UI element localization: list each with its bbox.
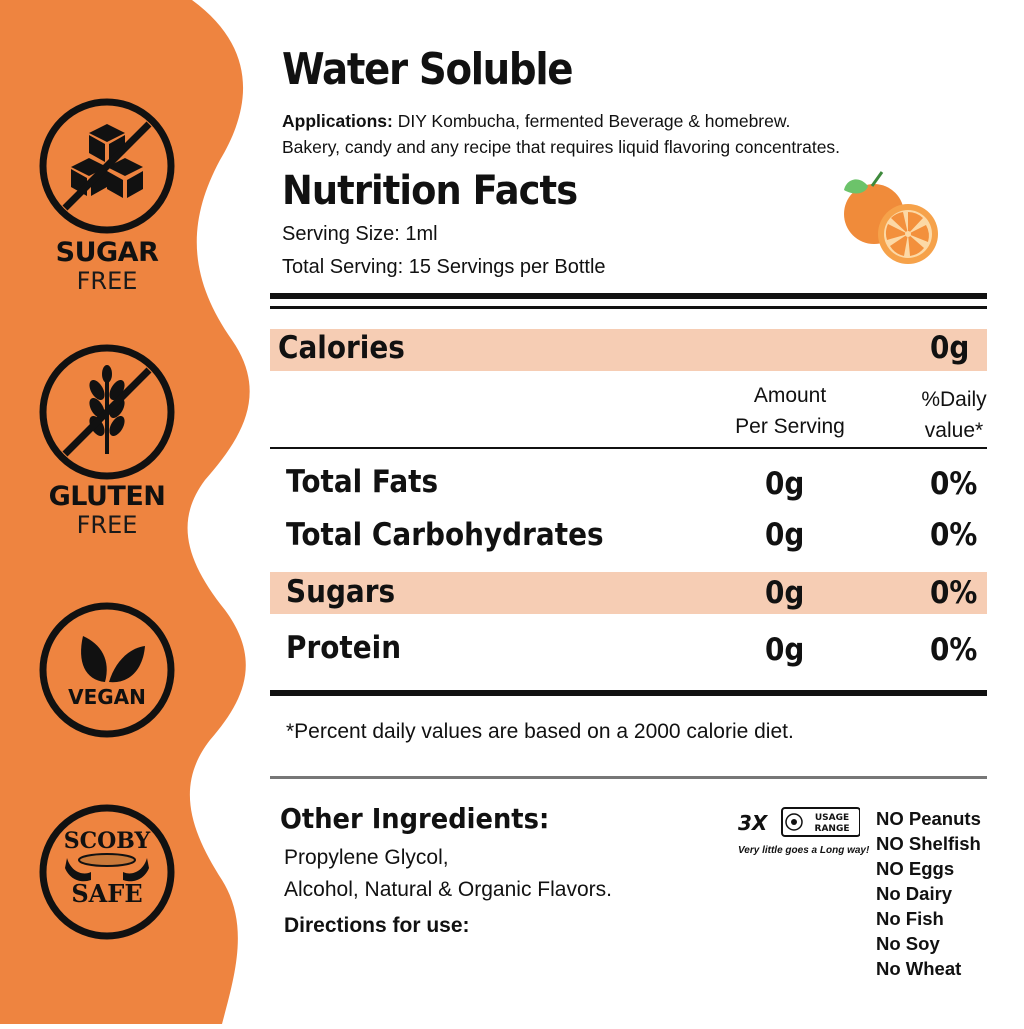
applications-label: Applications:	[282, 111, 393, 131]
nutrient-amount: 0g	[765, 632, 805, 668]
nutrient-daily: 0%	[930, 632, 978, 668]
vegan-label: VEGAN	[68, 685, 146, 709]
safe-label: SAFE	[71, 879, 142, 908]
gluten-free-badge: GLUTEN FREE	[37, 342, 177, 538]
scoby-label: SCOBY	[64, 828, 151, 854]
rule-header	[270, 447, 987, 449]
page-title: Water Soluble	[282, 44, 574, 95]
calories-row-highlight	[270, 329, 987, 371]
directions-label: Directions for use:	[284, 914, 470, 937]
rule-section	[270, 776, 987, 779]
sidebar-panel: SUGAR FREE GLUTEN FREE	[0, 0, 260, 1024]
usage-tagline: Very little goes a Long way!	[738, 845, 870, 856]
ingredient-line: Propylene Glycol,	[284, 846, 449, 869]
calories-label: Calories	[278, 330, 405, 366]
allergen-item: No Dairy	[876, 883, 953, 904]
nutrient-amount: 0g	[765, 575, 805, 611]
footnote: *Percent daily values are based on a 200…	[286, 720, 794, 743]
allergen-item: No Wheat	[876, 958, 962, 979]
usage-badge-graphic: 3X USAGE RANGE	[738, 807, 861, 837]
nutrient-label: Total Fats	[286, 464, 439, 500]
scoby-safe-badge: SCOBY SAFE	[37, 802, 177, 942]
nutrient-daily: 0%	[930, 517, 978, 553]
amount-header-line2: Per Serving	[735, 415, 845, 438]
applications-line2: Bakery, candy and any recipe that requir…	[282, 137, 841, 157]
scoby-hands-icon: SCOBY SAFE	[39, 804, 175, 940]
vegan-badge: VEGAN	[37, 600, 177, 740]
allergen-item: NO Eggs	[876, 858, 955, 879]
ingredients-list: Propylene Glycol, Alcohol, Natural & Org…	[284, 842, 612, 906]
sugars-row-highlight	[270, 572, 987, 614]
orange-fruit-icon	[844, 171, 938, 264]
allergen-item: No Fish	[876, 908, 944, 929]
rule-bottom-thick	[270, 690, 987, 696]
calories-value: 0g	[930, 330, 970, 366]
amount-per-serving-header: Amount Per Serving	[720, 380, 860, 442]
nutrient-daily: 0%	[930, 466, 978, 502]
usage-badge-line1: USAGE	[815, 813, 849, 823]
leaves-icon: VEGAN	[39, 602, 175, 738]
daily-value-header: %Daily value*	[896, 384, 1012, 446]
usage-badge-line2: RANGE	[815, 824, 850, 834]
allergen-item: No Soy	[876, 933, 940, 954]
nutrient-amount: 0g	[765, 466, 805, 502]
daily-header-line2: value*	[924, 419, 984, 442]
nutrient-label: Total Carbohydrates	[286, 517, 604, 553]
serving-size: Serving Size: 1ml	[282, 223, 438, 245]
ingredient-line: Alcohol, Natural & Organic Flavors.	[284, 878, 612, 901]
total-serving: Total Serving: 15 Servings per Bottle	[282, 256, 606, 278]
rule-top-thick	[270, 293, 987, 299]
nutrition-facts-title: Nutrition Facts	[282, 168, 578, 214]
applications-line1: DIY Kombucha, fermented Beverage & homeb…	[397, 111, 791, 131]
badge-label-line1: GLUTEN	[48, 481, 166, 512]
wavy-sidebar-background	[0, 0, 250, 1024]
allergen-item: NO Shelfish	[876, 833, 981, 854]
nutrient-daily: 0%	[930, 575, 978, 611]
usage-range-badge: 3X USAGE RANGE Very little goes a Long w…	[738, 806, 870, 856]
other-ingredients-title: Other Ingredients:	[280, 802, 550, 835]
usage-multiplier: 3X	[738, 811, 769, 835]
allergen-item: NO Peanuts	[876, 808, 981, 829]
nutrient-amount: 0g	[765, 517, 805, 553]
badge-label-line1: SUGAR	[55, 237, 159, 268]
amount-header-line1: Amount	[753, 384, 827, 407]
allergen-list: NO Peanuts NO Shelfish NO Eggs No Dairy …	[876, 806, 981, 981]
serving-info: Serving Size: 1ml Total Serving: 15 Serv…	[282, 218, 606, 284]
badge-label-line2: FREE	[76, 266, 138, 295]
badge-label-line2: FREE	[76, 510, 138, 539]
daily-header-line1: %Daily	[921, 388, 987, 411]
nutrient-label: Protein	[286, 630, 402, 666]
rule-top-thin	[270, 306, 987, 309]
nutrient-label: Sugars	[286, 574, 396, 610]
wheat-icon	[39, 344, 175, 480]
applications-text: Applications: DIY Kombucha, fermented Be…	[282, 108, 902, 160]
sugar-cubes-icon	[39, 98, 175, 234]
sugar-free-badge: SUGAR FREE	[37, 96, 177, 294]
